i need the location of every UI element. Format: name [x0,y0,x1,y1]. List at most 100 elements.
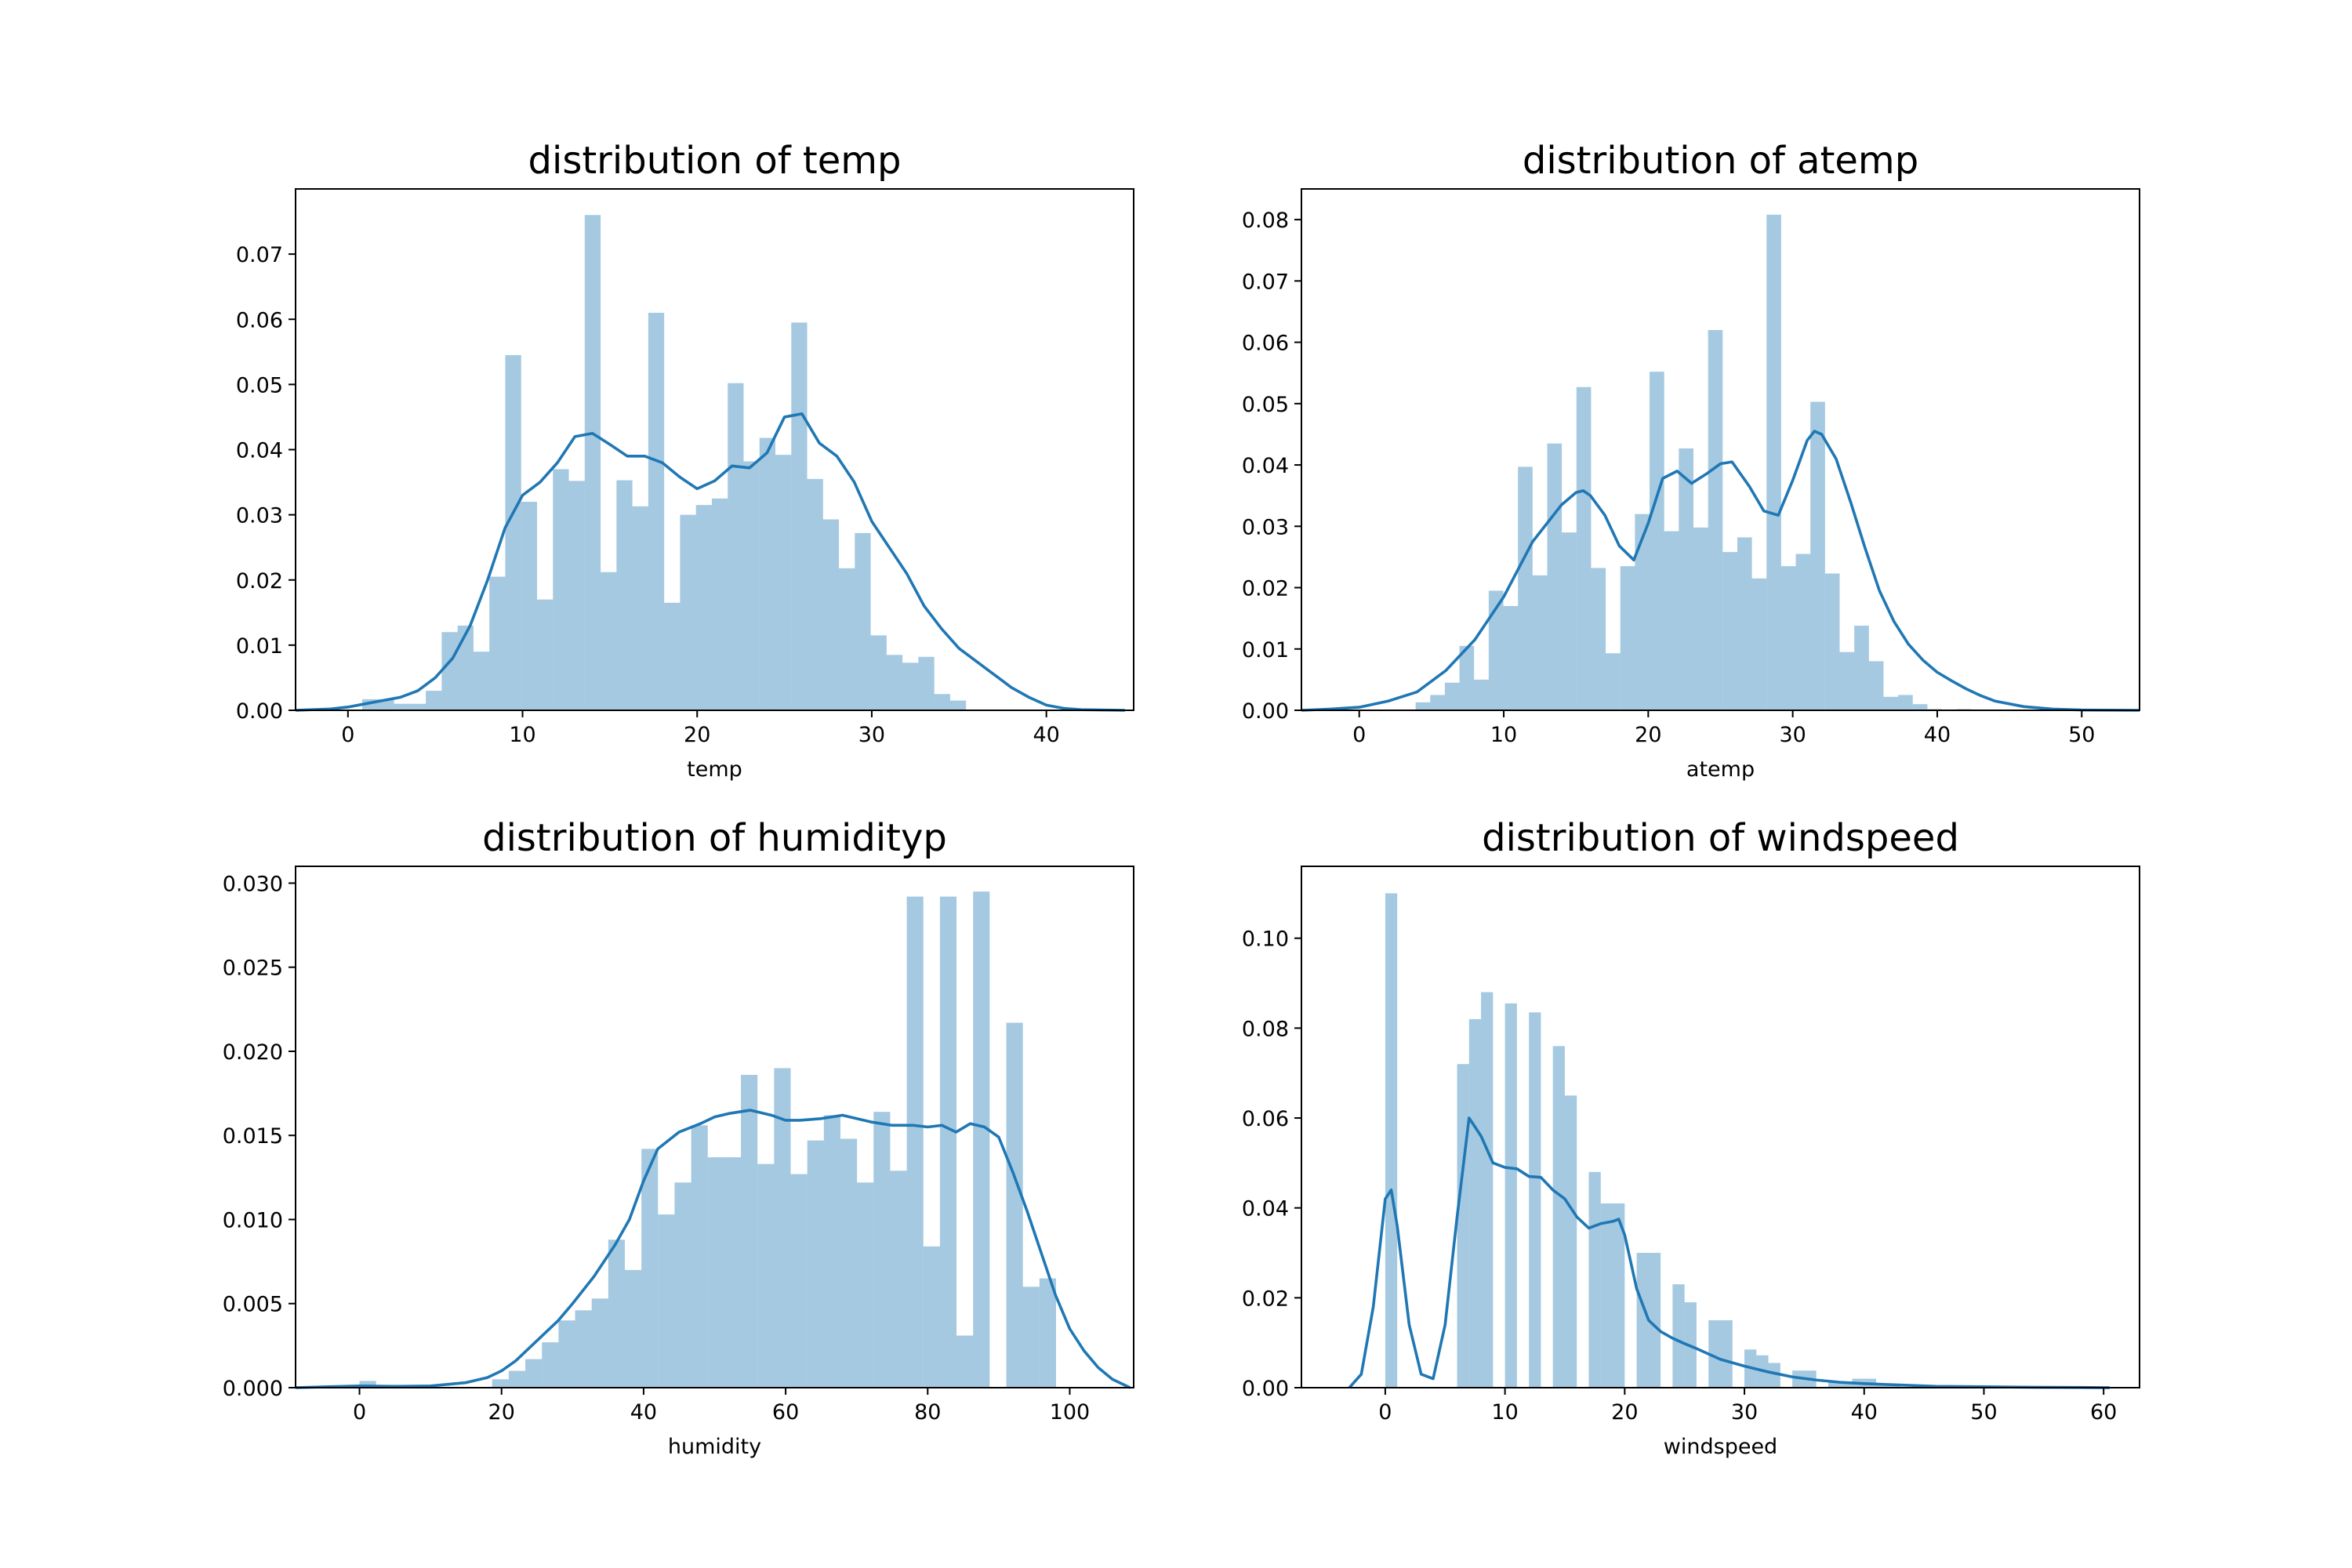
histogram-bar [1693,527,1708,710]
histogram-bar [1576,387,1592,710]
y-tick-label: 0.005 [223,1293,283,1317]
histogram-bar [906,896,924,1388]
y-tick-label: 0.10 [1242,927,1289,952]
x-tick-label: 30 [1731,1400,1758,1425]
histogram-bar [934,694,950,710]
histogram-bar [525,1359,543,1388]
y-tick-label: 0.03 [1242,515,1289,539]
histogram-bar [1606,653,1621,710]
histogram-bar [1868,661,1884,710]
histogram-bar [728,383,744,710]
histogram-bar [575,1310,592,1388]
histogram-bar [492,1379,509,1388]
histogram-bar [823,1115,840,1388]
histogram-bar [956,1335,974,1388]
y-tick-label: 0.06 [1242,1107,1289,1131]
histogram-bar [855,532,871,710]
y-tick-label: 0.04 [236,439,283,463]
y-tick-label: 0.02 [236,569,283,593]
histogram-bar [553,469,569,710]
histogram-bar [1444,682,1460,710]
x-tick-label: 10 [509,723,535,747]
y-tick-label: 0.010 [223,1208,283,1232]
histogram-bar [1795,554,1811,710]
histogram-bar [1828,1381,1841,1388]
histogram-bar [759,437,776,710]
histogram-bar [1457,1064,1469,1388]
y-tick-label: 0.03 [236,504,283,528]
x-tick-label: 20 [1611,1400,1638,1425]
x-tick-label: 20 [1635,723,1661,747]
y-tick-label: 0.07 [236,243,283,267]
histogram-bar [1737,537,1752,710]
subplot-3: 0 20 40 60 80 100 0.000 0.005 0.010 0.015 0.020 0.0… [223,816,1134,1459]
histogram-bar [584,215,601,710]
histogram-bar [1912,704,1928,710]
histogram-bar [632,506,648,710]
histogram-bar [608,1240,625,1388]
histogram-bar [870,635,887,710]
x-tick-label: 10 [1491,1400,1518,1425]
histogram-bar [641,1149,659,1388]
y-tick-label: 0.020 [223,1040,283,1065]
x-axis-label: temp [687,757,742,782]
histogram-bar [591,1298,608,1388]
histogram-bar [616,480,633,710]
histogram-bar [1532,575,1548,710]
histogram-bar [1620,566,1635,710]
histogram-bar [1636,1253,1649,1388]
histogram-bars [1415,214,1987,710]
subplot-2: 0 10 20 30 40 50 0.00 0.01 0.02 0.03 0.04 0.05 0.06 0… [1242,139,2140,782]
histogram-bar [1518,466,1533,710]
histogram-bar [873,1112,891,1388]
subplot-1: 0 10 20 30 40 0.00 0.01 0.02 0.03 0.04 0.05 0.06 0.0… [236,139,1134,782]
histogram-bar [664,602,681,710]
subplot-4: 0 10 20 30 40 50 60 0.00 0.02 0.04 0.06 0.08 0.10 dis… [1242,816,2140,1459]
histogram-bar [1588,1171,1601,1388]
x-tick-label: 0 [1352,723,1366,747]
histogram-bar [1591,568,1606,710]
histogram-bar [489,576,506,710]
histogram-bar [923,1246,940,1388]
histogram-bar [691,1125,708,1388]
histogram-bar [457,625,474,710]
histogram-bar [839,568,855,710]
histogram-bar [1679,448,1693,710]
histogram-bar [1474,679,1489,710]
x-tick-label: 40 [1851,1400,1878,1425]
histogram-bar [840,1138,858,1388]
histogram-bar [1415,702,1431,710]
histogram-bar [1648,1253,1661,1388]
histogram-bars [1385,893,2116,1388]
histogram-bar [1792,1370,1805,1388]
histogram-bar [743,461,760,710]
y-tick-label: 0.00 [1242,1377,1289,1401]
histogram-bar [711,498,728,710]
y-tick-label: 0.08 [1242,209,1289,233]
histogram-bar [359,1381,376,1388]
histogram-bar [890,1171,907,1388]
histogram-bar [1766,214,1781,710]
x-tick-label: 40 [1033,723,1059,747]
histogram-bar [1883,696,1899,710]
x-tick-label: 30 [858,723,885,747]
histogram-bar [1824,573,1840,710]
kde-line [1348,1116,2110,1389]
histogram-bar [949,700,967,710]
x-tick-label: 0 [353,1400,366,1425]
x-tick-label: 0 [341,723,354,747]
kde-line [295,1109,1131,1389]
histogram-bar [918,656,935,710]
chart-title: distribution of humidityp [482,816,947,860]
histogram-bar [1529,1012,1541,1388]
histogram-bar [542,1342,559,1388]
histogram-bar [558,1320,575,1388]
histogram-bar [658,1214,675,1388]
histogram-bar [857,1182,874,1388]
histogram-bar [568,481,585,710]
histogram-bar [775,455,792,710]
y-tick-label: 0.04 [1242,1197,1289,1221]
y-tick-label: 0.08 [1242,1017,1289,1041]
histogram-bar [1768,1363,1780,1388]
histogram-bar [790,1174,808,1388]
